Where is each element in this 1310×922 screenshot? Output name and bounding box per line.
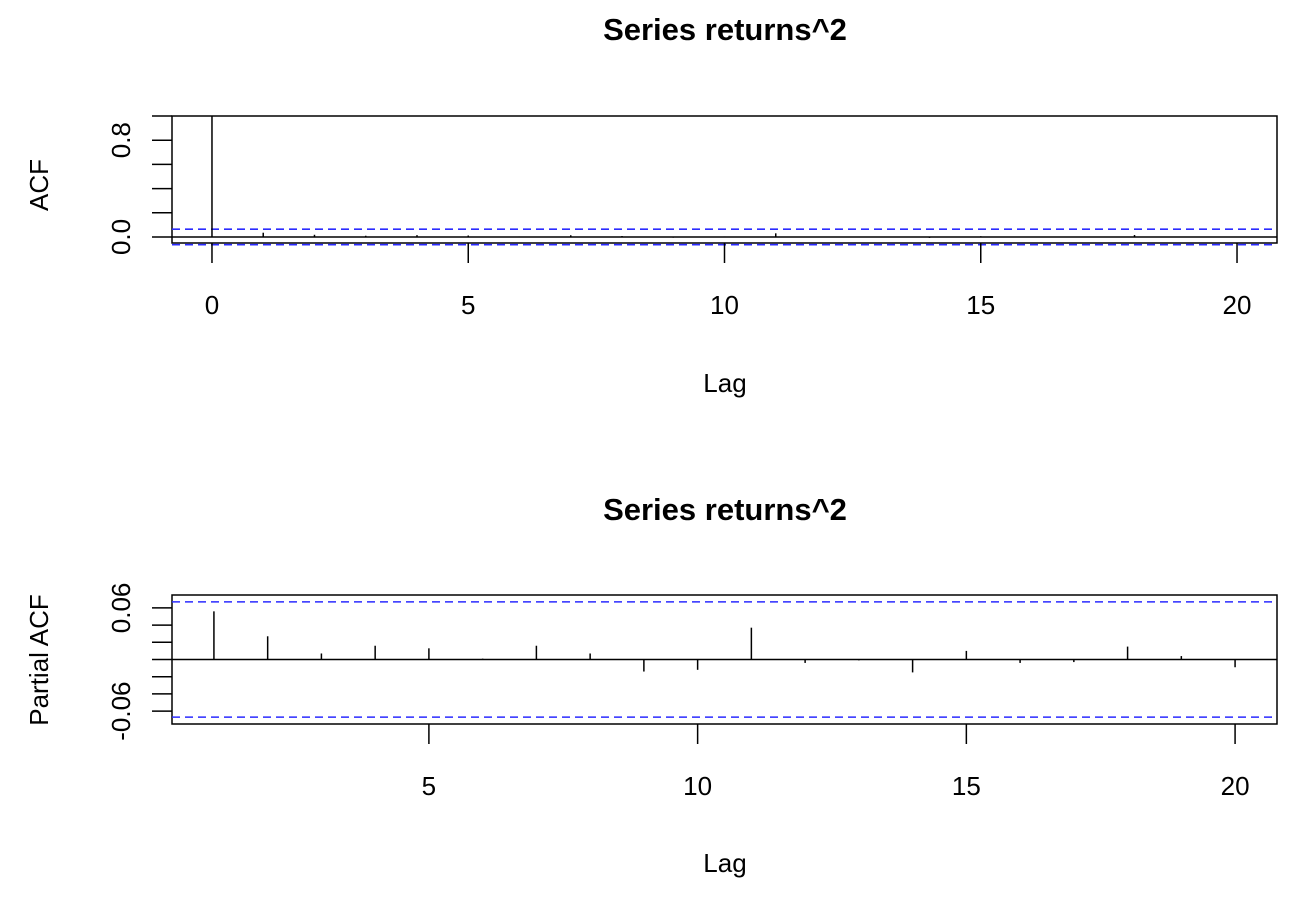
- pacf-x-tick-label-5: 5: [422, 771, 436, 801]
- pacf-x-tick-label-15: 15: [952, 771, 981, 801]
- acf-y-tick-label-0.8: 0.8: [106, 122, 136, 158]
- pacf-panel: Series returns^2 Lag Partial ACF 5 10 15 20…: [24, 492, 1278, 878]
- acf-plot-layer: 0 5 10 15 20 0.0 0.8: [106, 115, 1277, 320]
- acf-x-tick-label-5: 5: [461, 290, 475, 320]
- acf-y-tick-label-0.0: 0.0: [106, 219, 136, 255]
- acf-x-tick-label-15: 15: [966, 290, 995, 320]
- pacf-plot-layer: 5 10 15 20 -0.06 0.06: [106, 583, 1277, 801]
- acf-x-tick-label-20: 20: [1223, 290, 1252, 320]
- acf-title: Series returns^2: [603, 12, 847, 47]
- acf-x-axis-label: Lag: [703, 368, 746, 398]
- pacf-y-tick-label-0.06: 0.06: [106, 583, 136, 634]
- pacf-x-axis-label: Lag: [703, 848, 746, 878]
- acf-y-axis-label: ACF: [24, 159, 54, 211]
- acf-panel: Series returns^2 Lag ACF 0 5 10 15 20 0.0 0.8: [24, 12, 1278, 398]
- acf-x-tick-label-10: 10: [710, 290, 739, 320]
- pacf-y-tick-label--0.06: -0.06: [106, 681, 136, 740]
- pacf-x-tick-label-20: 20: [1221, 771, 1250, 801]
- pacf-y-axis-label: Partial ACF: [24, 594, 54, 726]
- acf-x-tick-label-0: 0: [205, 290, 219, 320]
- acf-plot-frame: [171, 115, 1278, 244]
- pacf-title: Series returns^2: [603, 492, 847, 527]
- pacf-x-tick-label-10: 10: [683, 771, 712, 801]
